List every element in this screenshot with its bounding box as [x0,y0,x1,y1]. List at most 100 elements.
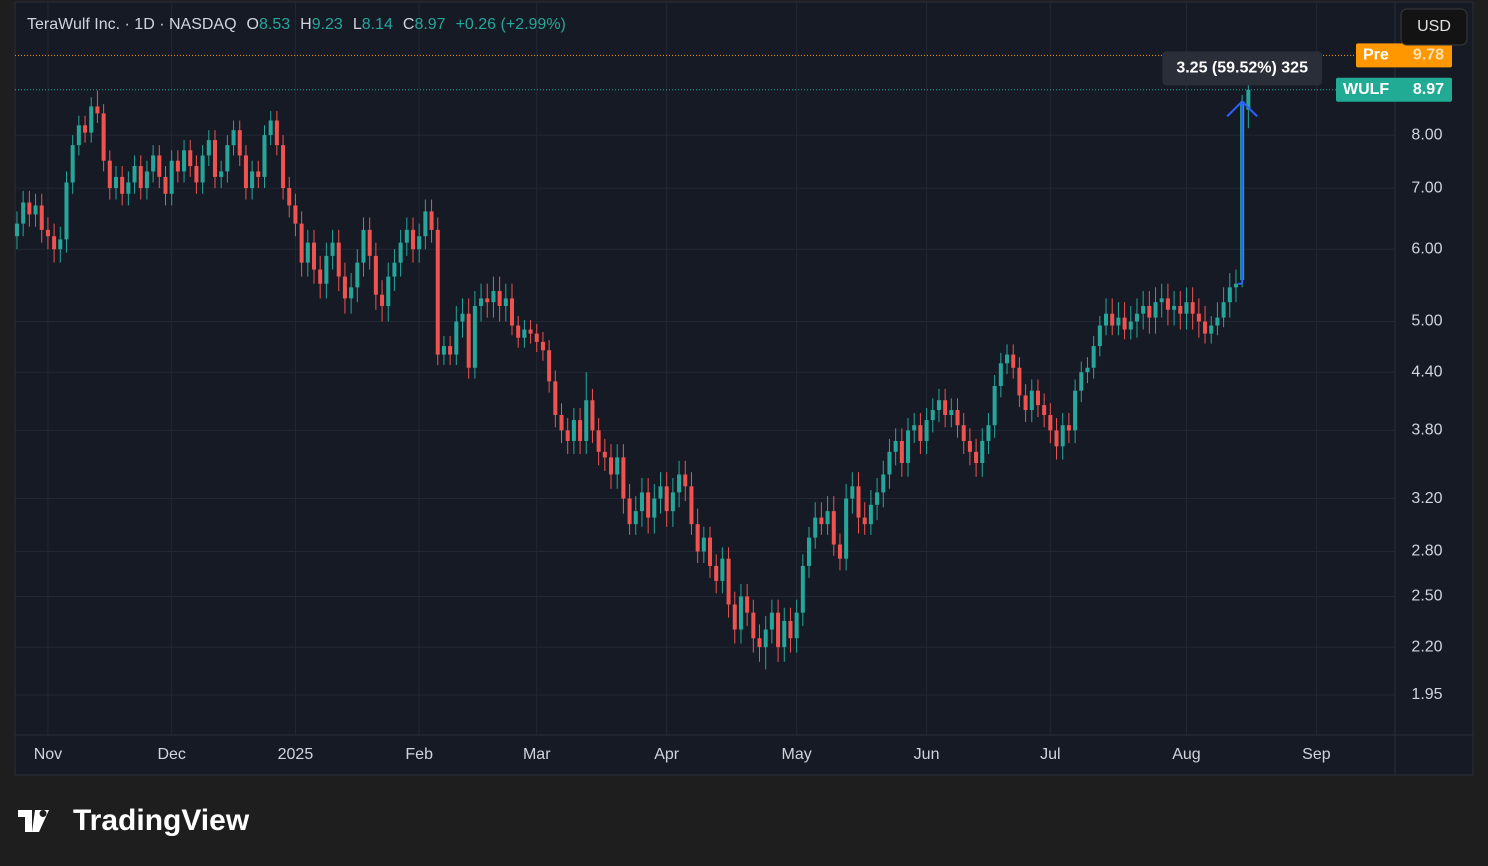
candle-body [782,621,787,648]
candle-body [144,171,149,189]
candle-body [936,400,941,411]
candle-body [1141,305,1146,314]
candle-body [509,298,515,326]
candle-body [14,223,19,237]
measure-box [1162,51,1322,86]
x-tick-label: Nov [34,746,62,763]
candle-body [1196,313,1201,322]
candle-body [837,544,842,559]
candle-body [58,239,63,250]
candle-body [955,410,960,426]
candle-body [349,287,354,299]
candle-body [881,474,886,493]
candle-body [386,276,391,306]
candle-body [485,298,490,303]
x-tick-label: May [782,746,812,763]
candle-body [757,638,762,648]
last-price-value: 8.97 [1413,81,1444,98]
overlay: 3.25 (59.52%) 325 [1162,51,1322,285]
candle-body [1073,390,1078,431]
tradingview-logo: TradingView [18,804,250,837]
candle-body [417,236,422,250]
candle-body [1227,287,1232,303]
ohlc-letter: H [300,16,312,33]
candle-body [491,291,496,303]
candle-body [460,313,465,322]
candle-body [330,242,335,256]
candle-body [1110,313,1115,326]
symbol-title: TeraWulf Inc. · 1D · NASDAQ [27,16,237,33]
candle-body [64,182,69,240]
candle-body [479,298,484,306]
candle-body [695,524,700,552]
candle-body [1054,430,1059,447]
candle-body [664,486,669,512]
candle-body [52,236,57,250]
candle-body [745,596,750,613]
candle-body [1060,425,1065,447]
ohlc-letter: L [353,16,362,33]
candle-body [311,242,317,270]
candle-body [906,430,911,464]
candle-body [1215,317,1220,326]
candle-body [1178,305,1183,314]
ohlc-value: 8.14 [362,16,393,33]
candle-body [1011,354,1016,368]
candle-body [410,229,416,250]
currency-button[interactable] [1400,8,1468,46]
candle-body [658,486,663,499]
candle-body [992,385,997,426]
candle-body [45,229,50,237]
candle-body [800,565,805,613]
candle-body [776,612,781,648]
candle-body [243,155,248,189]
candle-body [324,255,329,284]
grid [15,2,1395,735]
candle-body [961,425,966,441]
candle-body [646,492,651,518]
candle-body [732,604,737,630]
candle-body [912,425,917,431]
candle-body [862,517,867,525]
candle-body [584,400,589,441]
candle-body [856,486,861,518]
candle-body [813,517,818,538]
candle-body [1165,298,1170,310]
candle-body [516,325,521,338]
candle-body [398,242,403,263]
candle-body [200,155,205,183]
chart-panel [14,1,1474,776]
candle-body [1147,305,1152,318]
candle-body [986,425,991,441]
currency-label[interactable]: USD [1417,18,1451,35]
candle-body [107,160,112,189]
candle-body [120,176,125,194]
candle-body [435,229,440,355]
candle-body [1042,405,1047,416]
candle-body [571,420,576,441]
candle-body [497,291,502,306]
candle-body [318,269,323,284]
candle-body [1128,321,1133,330]
candle-body [206,140,211,156]
candle-body [738,596,743,630]
candle-body [163,176,168,194]
candle-body [231,130,236,146]
x-tick-label: 2025 [278,746,314,763]
candle-body [503,298,508,306]
candle-body [819,517,824,525]
y-tick-label: 3.20 [1411,490,1442,507]
y-tick-label: 8.00 [1411,126,1442,143]
candle-body [1048,415,1053,431]
candle-body [268,120,273,136]
candle-body [95,106,100,114]
candle-body [602,451,607,458]
candle-body [175,160,180,172]
candle-body [868,504,873,525]
x-tick-label: Jul [1040,746,1060,763]
y-tick-label: 7.00 [1411,179,1442,196]
y-tick-label: 3.80 [1411,422,1442,439]
candle-body [652,498,657,518]
y-tick-label: 6.00 [1411,240,1442,257]
candle-body [1023,395,1028,411]
